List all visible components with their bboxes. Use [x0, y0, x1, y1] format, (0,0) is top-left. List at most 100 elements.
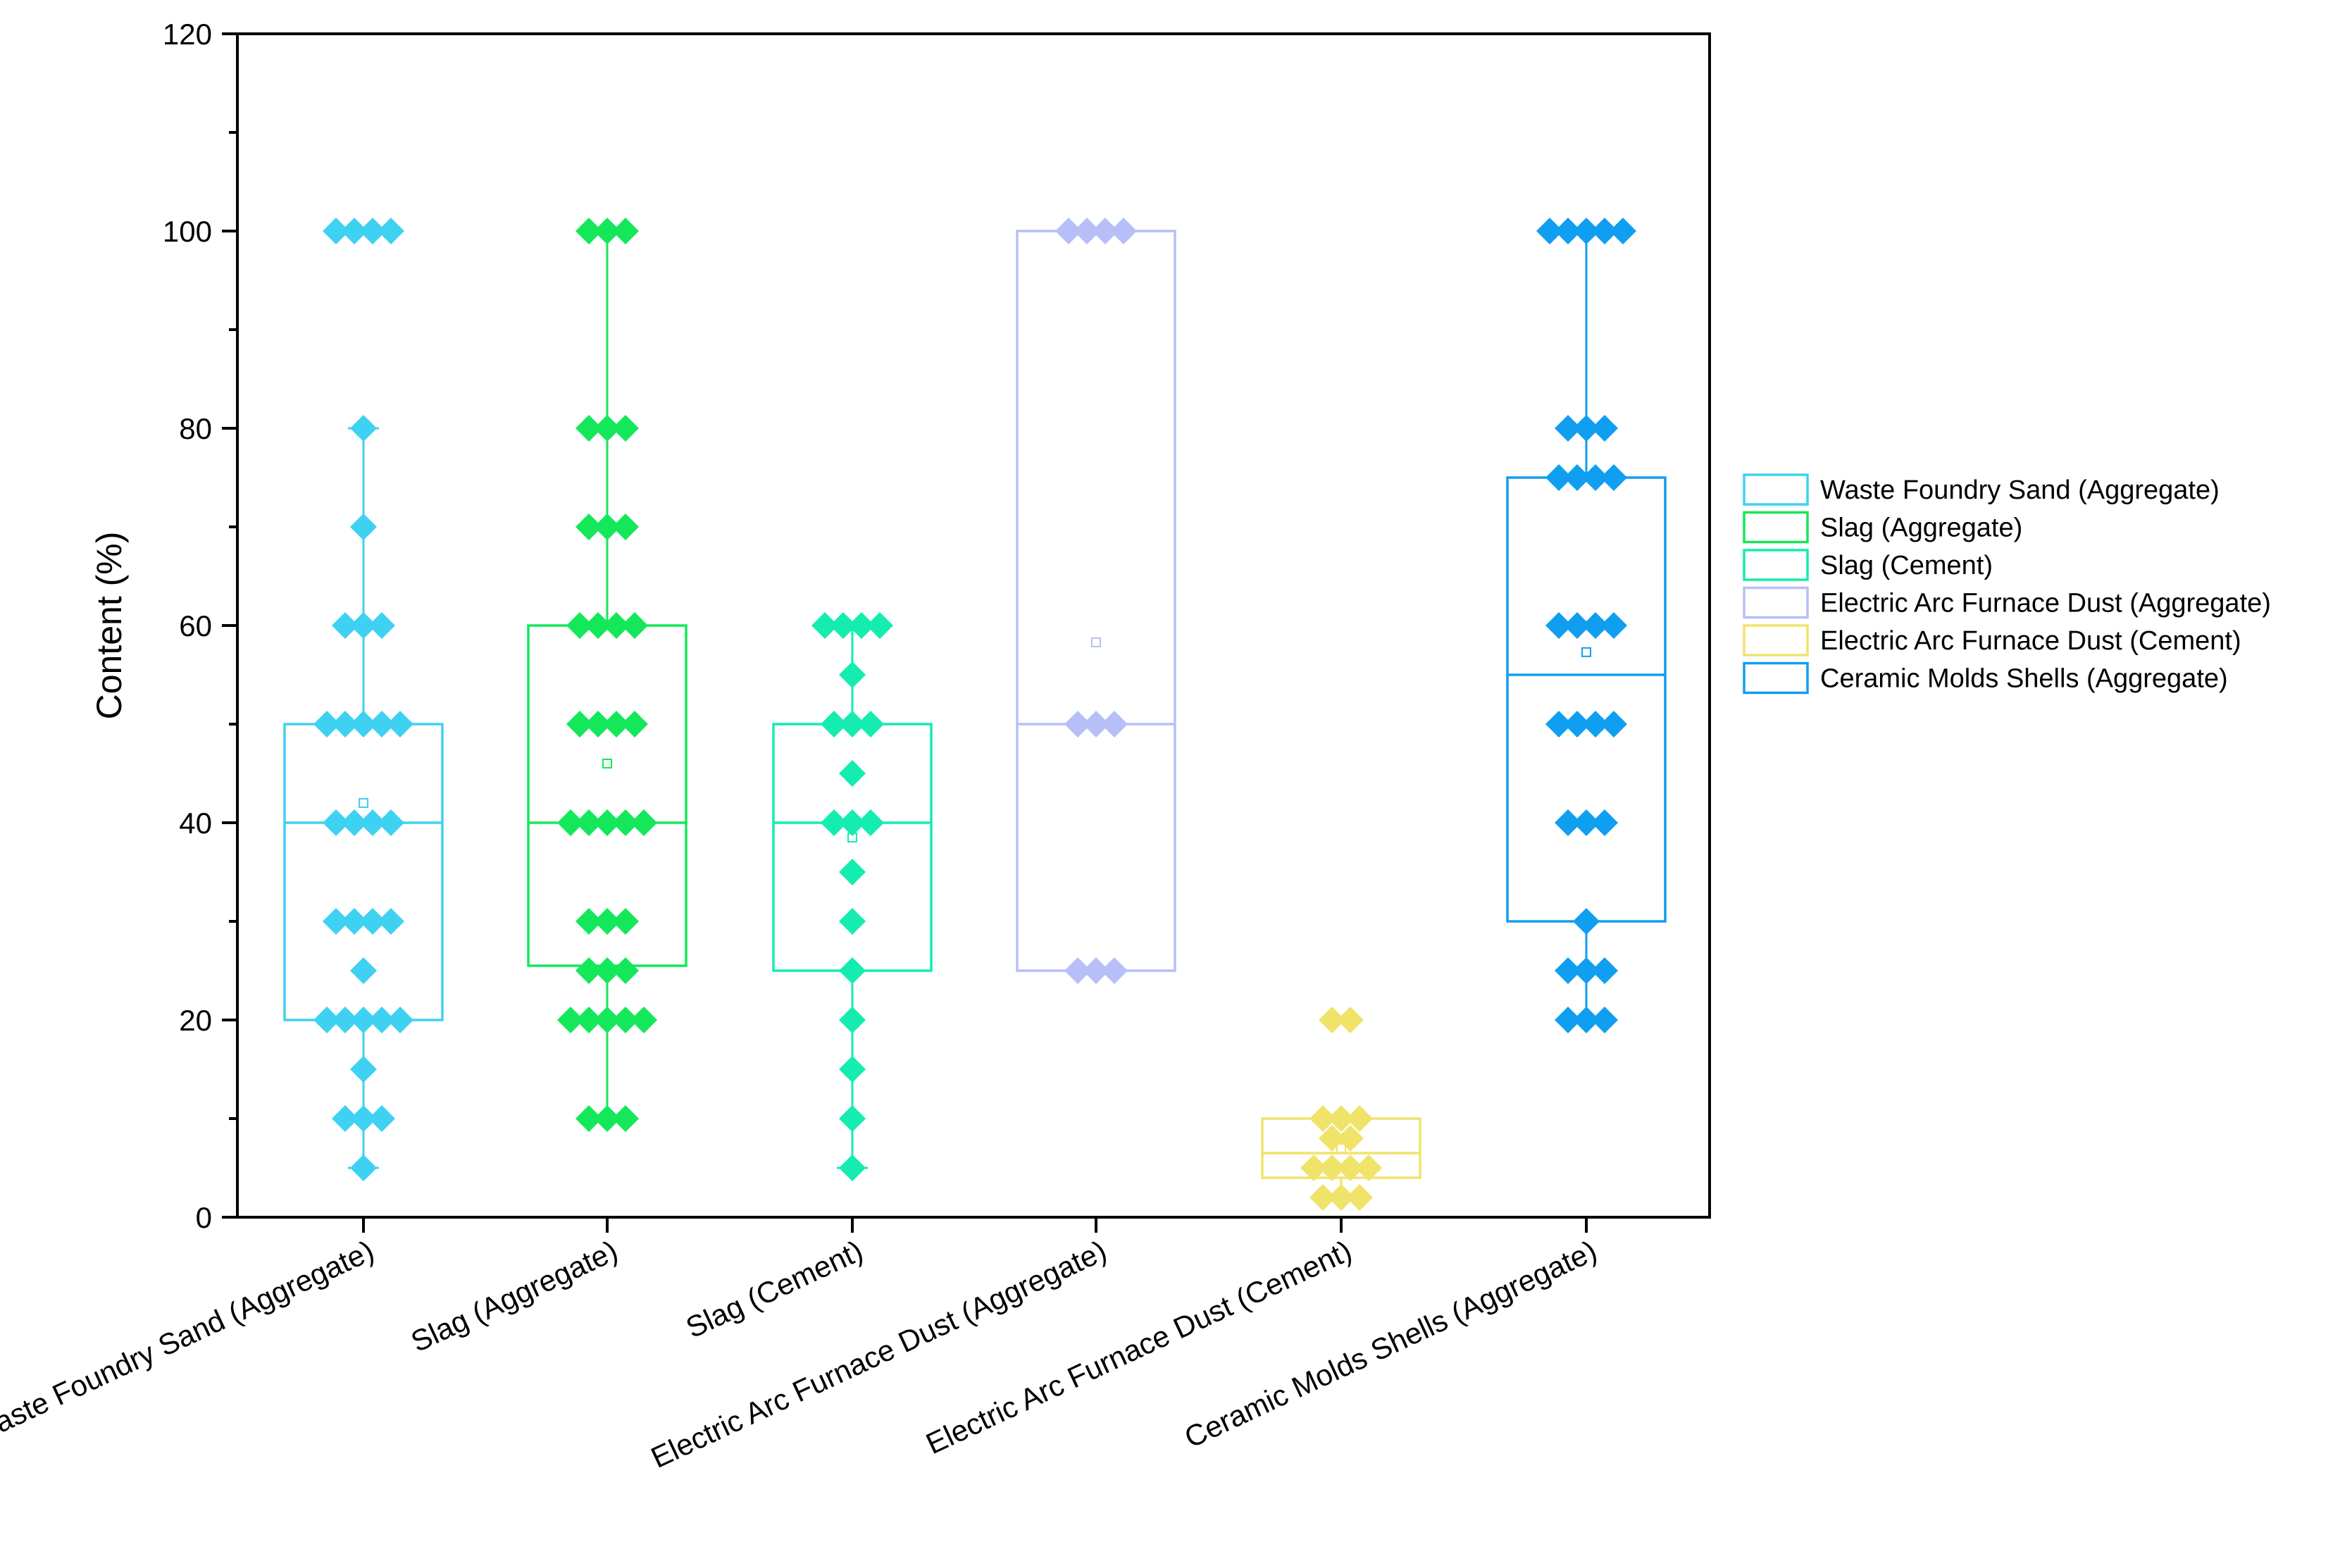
data-point [1573, 908, 1600, 935]
x-category-label: Slag (Aggregate) [406, 1234, 623, 1359]
box-group-6 [1506, 218, 1667, 1033]
data-point [1092, 218, 1119, 244]
x-category-label: Slag (Cement) [681, 1234, 868, 1345]
data-point [1600, 711, 1627, 738]
data-point [1355, 1155, 1382, 1181]
data-point [594, 957, 621, 984]
data-point [323, 809, 349, 836]
data-point [830, 612, 857, 639]
box-group-1 [283, 218, 444, 1181]
data-point [594, 415, 621, 442]
data-point [1110, 218, 1137, 244]
data-point [612, 957, 639, 984]
data-point [1564, 464, 1591, 491]
data-point [839, 1155, 866, 1181]
data-point [378, 809, 404, 836]
data-point [839, 711, 866, 738]
data-point [1309, 1184, 1336, 1211]
data-point [857, 809, 884, 836]
data-point [839, 1056, 866, 1083]
x-category-label: Electric Arc Furnace Dust (Aggregate) [646, 1234, 1112, 1475]
data-point [1591, 218, 1618, 244]
data-point [575, 1105, 602, 1132]
data-point [1319, 1155, 1345, 1181]
data-point [594, 1105, 621, 1132]
data-point [1573, 218, 1600, 244]
data-point [323, 218, 349, 244]
data-point [594, 514, 621, 540]
data-point [1545, 464, 1572, 491]
legend-swatch [1743, 661, 1809, 695]
data-point [575, 415, 602, 442]
data-point [839, 760, 866, 787]
data-point [313, 711, 340, 738]
data-point [359, 218, 386, 244]
data-point [630, 809, 657, 836]
data-point [1545, 711, 1572, 738]
data-point [1309, 1105, 1336, 1132]
data-point [821, 809, 847, 836]
y-tick-label: 0 [196, 1201, 212, 1234]
data-point [839, 957, 866, 984]
data-point [575, 514, 602, 540]
data-point [1328, 1184, 1355, 1211]
data-point [612, 809, 639, 836]
data-point [350, 1155, 377, 1181]
data-point [811, 612, 838, 639]
legend-swatch [1743, 511, 1809, 544]
box [1016, 230, 1176, 972]
data-point [341, 908, 368, 935]
data-point [839, 859, 866, 885]
y-tick-label: 120 [163, 18, 212, 51]
data-point [350, 1056, 377, 1083]
box-group-3 [772, 612, 933, 1181]
data-point [332, 1105, 359, 1132]
data-point [1600, 612, 1627, 639]
legend-swatch [1743, 473, 1809, 506]
data-point [1591, 809, 1618, 836]
data-point [1055, 218, 1082, 244]
data-point [1300, 1155, 1327, 1181]
data-point [1591, 1007, 1618, 1033]
data-point [1573, 415, 1600, 442]
data-point [630, 1007, 657, 1033]
data-point [1591, 415, 1618, 442]
x-category-label: Electric Arc Furnace Dust (Cement) [921, 1234, 1356, 1461]
data-point [575, 908, 602, 935]
mean-marker [1091, 637, 1101, 647]
data-point [1591, 957, 1618, 984]
legend-label: Ceramic Molds Shells (Aggregate) [1820, 664, 2228, 694]
data-point [350, 957, 377, 984]
data-point [575, 218, 602, 244]
data-point [1074, 218, 1100, 244]
data-point [557, 809, 584, 836]
data-point [1064, 957, 1091, 984]
data-point [839, 661, 866, 688]
data-point [621, 612, 648, 639]
data-point [1319, 1007, 1345, 1033]
data-point [839, 908, 866, 935]
data-point [1328, 1105, 1355, 1132]
data-point [866, 612, 893, 639]
data-point [557, 1007, 584, 1033]
data-point [839, 809, 866, 836]
data-point [1545, 612, 1572, 639]
data-point [821, 711, 847, 738]
y-tick-label: 80 [179, 412, 212, 445]
data-point [368, 1105, 395, 1132]
x-category-label: Ceramic Molds Shells (Aggregate) [1179, 1234, 1602, 1455]
legend: Waste Foundry Sand (Aggregate) Slag (Aggr… [1743, 473, 2271, 695]
box-group-2 [527, 218, 687, 1132]
data-point [1064, 711, 1091, 738]
data-point [350, 1007, 377, 1033]
data-point [575, 809, 602, 836]
data-point [1337, 1007, 1364, 1033]
data-point [1555, 957, 1581, 984]
data-point [387, 1007, 413, 1033]
box-group-5 [1261, 1007, 1421, 1211]
data-point [350, 1105, 377, 1132]
data-point [1564, 711, 1591, 738]
y-axis-label: Content (%) [89, 532, 129, 720]
y-tick-label: 100 [163, 215, 212, 248]
